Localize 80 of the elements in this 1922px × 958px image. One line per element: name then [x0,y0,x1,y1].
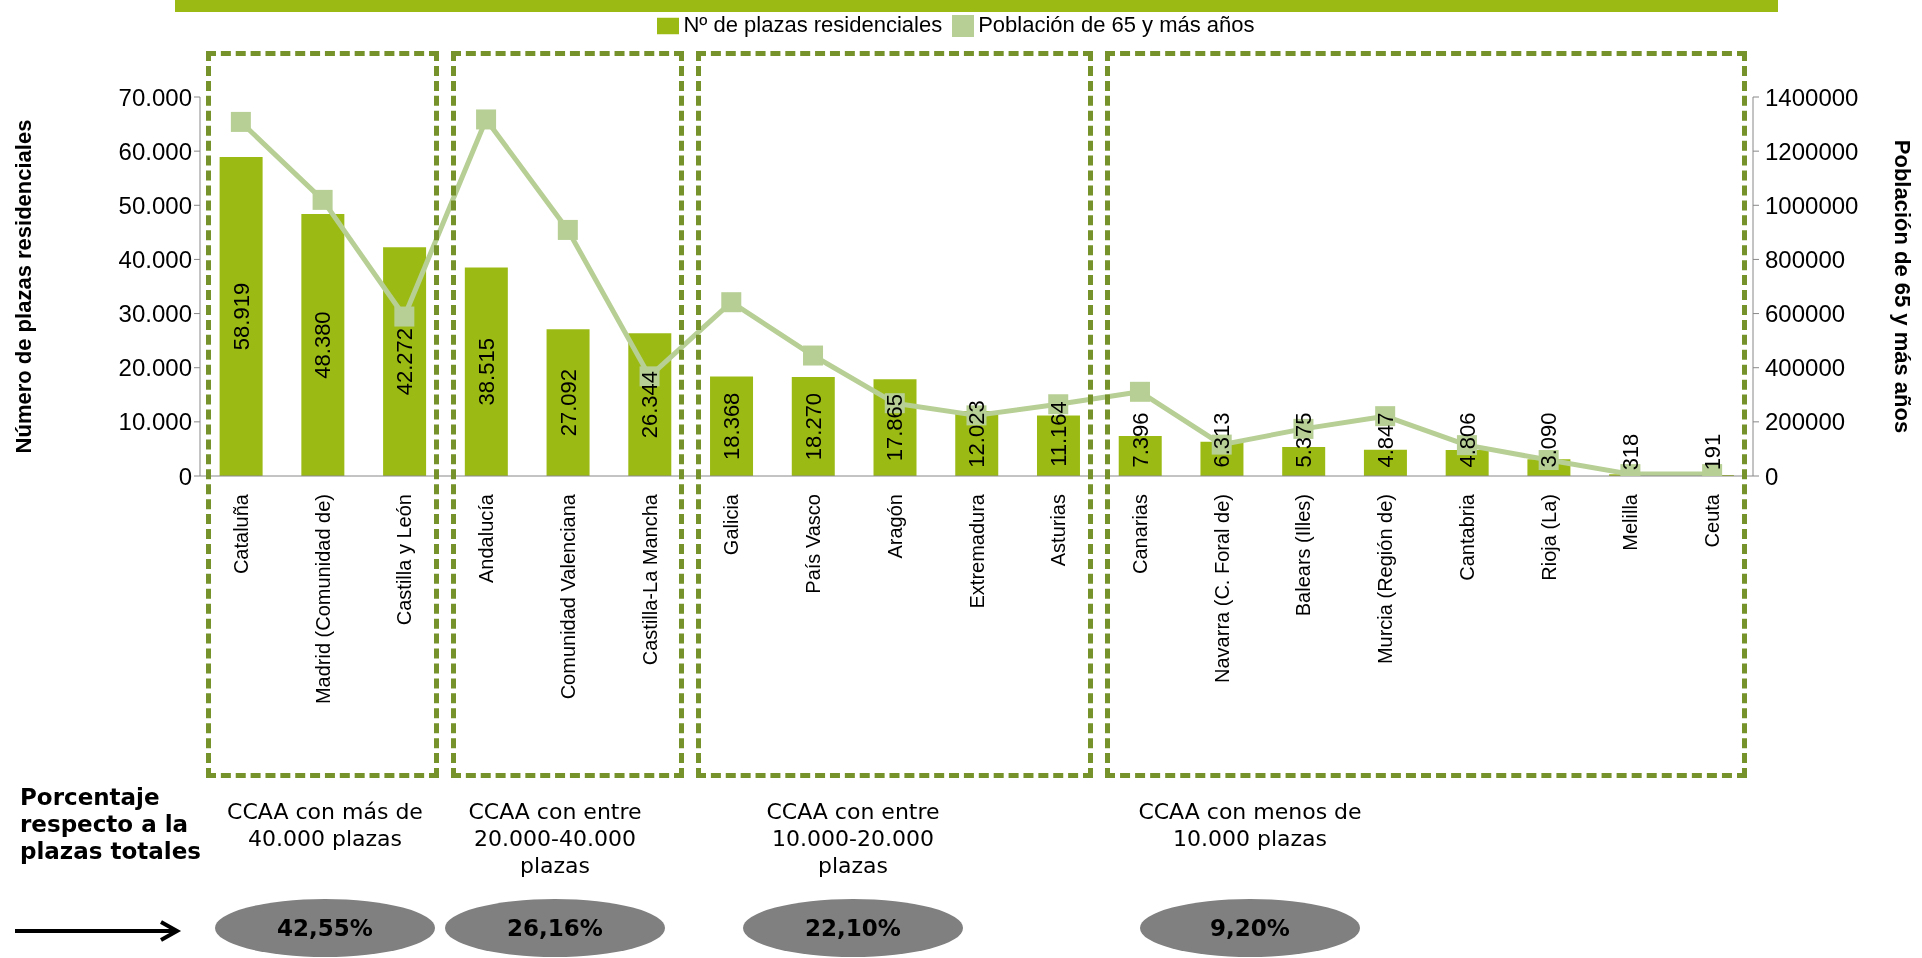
x-tick-label: Cataluña [229,493,252,575]
text: Porcentaje respecto a la plazas totales [20,784,202,865]
x-tick-label: Ceuta [1701,493,1724,548]
point [312,189,333,210]
x-tick-label: Castilla y León [393,494,416,626]
data-label: 48.380 [310,311,336,379]
y2-tick-label: 400000 [1765,354,1846,382]
data-label: 27.092 [555,369,581,437]
y2-axis-title: Población de 65 y más años [1890,139,1916,434]
text: 9,20% [1210,915,1290,941]
x-tick-label: País Vasco [802,494,825,594]
data-label: 58.919 [228,282,254,351]
data-label: 42.272 [392,327,418,396]
data-label: 26.344 [637,371,663,439]
bar [219,157,263,476]
x-tick-label: Madrid (Comunidad de) [311,494,334,705]
y-tick-label: 20.000 [118,354,192,382]
y-tick-label: 40.000 [118,245,192,273]
data-label: 191 [1699,433,1725,471]
x-tick-label: Balears (Illes) [1292,494,1315,617]
y2-tick-label: 600000 [1765,300,1846,328]
data-label: 318 [1618,433,1644,471]
text: CCAA con menos de 10.000 plazas [1137,798,1363,852]
point [230,111,251,132]
data-label: 38.515 [473,338,499,406]
point [1129,381,1150,402]
y2-tick-label: 1000000 [1765,191,1859,219]
y-axis-title: Número de plazas residenciales [10,119,36,454]
point [557,219,578,240]
data-label: 12.023 [964,400,990,468]
text: CCAA con más de 40.000 plazas [226,798,424,852]
x-tick-label: Canarias [1128,494,1151,575]
bar [546,329,590,476]
point [803,345,824,366]
x-tick-label: Extremadura [965,493,988,609]
text: 22,10% [805,915,901,941]
y2-tick-label: 1200000 [1765,137,1859,165]
x-tick-label: Melilla [1619,493,1642,551]
x-tick-label: Aragón [883,494,906,559]
point [394,306,415,327]
x-tick-label: Murcia (Región de) [1374,494,1397,665]
x-tick-label: Castilla-La Mancha [638,493,661,666]
data-label: 18.270 [800,392,826,461]
data-label: 7.396 [1127,412,1153,468]
y2-tick-label: 1400000 [1765,83,1859,111]
y2-tick-label: 0 [1765,462,1779,490]
text: 42,55% [277,915,373,941]
y-tick-label: 0 [178,462,192,490]
x-tick-label: Navarra (C. Foral de) [1210,494,1233,683]
y2-tick-label: 800000 [1765,245,1846,273]
data-label: 4.806 [1454,412,1480,468]
text: 26,16% [507,915,603,941]
bar [464,267,508,476]
y-tick-label: 30.000 [118,300,192,328]
point [476,109,497,130]
data-label: 5.375 [1291,412,1317,468]
data-label: 4.847 [1372,412,1398,468]
x-tick-label: Rioja (La) [1537,494,1560,581]
data-label: 11.164 [1045,401,1071,467]
x-tick-label: Asturias [1047,494,1070,567]
legend-label: Población de 65 y más años [978,12,1255,37]
x-tick-label: Galicia [720,493,743,556]
point [721,292,742,313]
data-label: 17.865 [882,393,908,462]
y-tick-label: 70.000 [118,83,192,111]
x-tick-label: Andalucía [475,493,498,583]
y2-tick-label: 200000 [1765,408,1846,436]
bar [383,247,427,476]
x-tick-label: Comunidad Valenciana [556,493,579,700]
y-tick-label: 10.000 [118,408,192,436]
data-label: 6.313 [1209,412,1235,468]
text: CCAA con entre 10.000-20.000 plazas [765,798,941,879]
bar [301,214,345,476]
data-label: 3.090 [1536,412,1562,468]
data-label: 18.368 [719,392,745,460]
y-tick-label: 60.000 [118,137,192,165]
legend-label: Nº de plazas residenciales [683,12,943,37]
y-tick-label: 50.000 [118,191,192,219]
text: CCAA con entre 20.000-40.000 plazas [467,798,643,879]
x-tick-label: Cantabria [1455,493,1478,581]
